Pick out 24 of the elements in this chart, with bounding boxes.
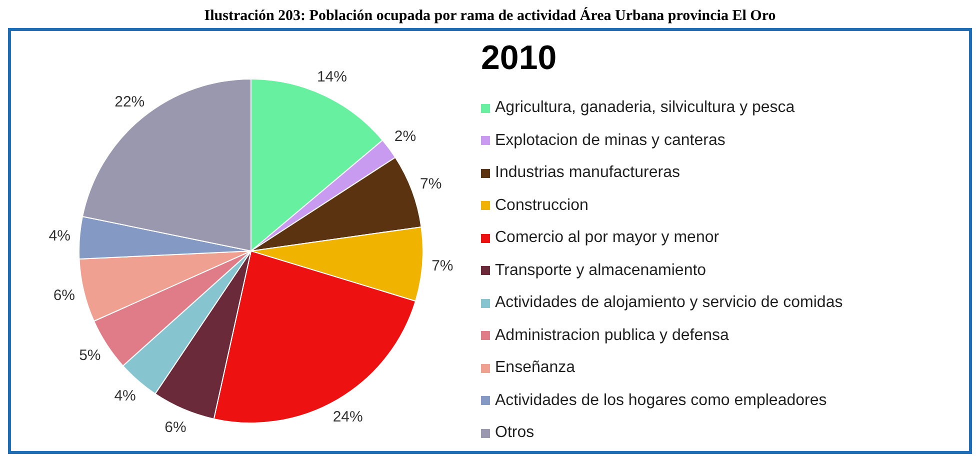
legend-label: Transporte y almacenamiento	[495, 262, 706, 280]
legend-label: Comercio al por mayor y menor	[495, 229, 720, 248]
legend-label: Otros	[495, 424, 534, 442]
data-label: 14%	[316, 68, 348, 86]
data-label: 6%	[53, 286, 76, 304]
data-label: 7%	[420, 175, 442, 192]
data-label: 4%	[48, 228, 70, 245]
data-label: 22%	[114, 94, 145, 111]
legend-label: Industrias manufactureras	[495, 164, 680, 182]
legend-label: Actividades de alojamiento y servicio de comidas	[495, 294, 843, 312]
legend-label: Administracion publica y defensa	[495, 326, 729, 345]
legend-label: Enseñanza	[495, 359, 576, 378]
legend-label: Construccion	[495, 196, 588, 215]
legend-label: Explotacion de minas y canteras	[495, 132, 726, 150]
data-label: 7%	[432, 257, 454, 274]
data-label: 2%	[394, 128, 416, 146]
data-label: 4%	[114, 387, 136, 404]
chart-title: 2010	[481, 39, 558, 78]
data-label: 24%	[332, 408, 363, 426]
text: Ilustración 203: Población ocupada por rama de actividad Área Urbana provincia El Oro	[203, 8, 777, 26]
data-label: 5%	[79, 346, 101, 364]
legend-label: Actividades de los hogares como empleadores	[495, 392, 827, 410]
data-label: 6%	[164, 419, 186, 436]
legend-label: Agricultura, ganaderia, silvicultura y pesca	[495, 99, 795, 118]
